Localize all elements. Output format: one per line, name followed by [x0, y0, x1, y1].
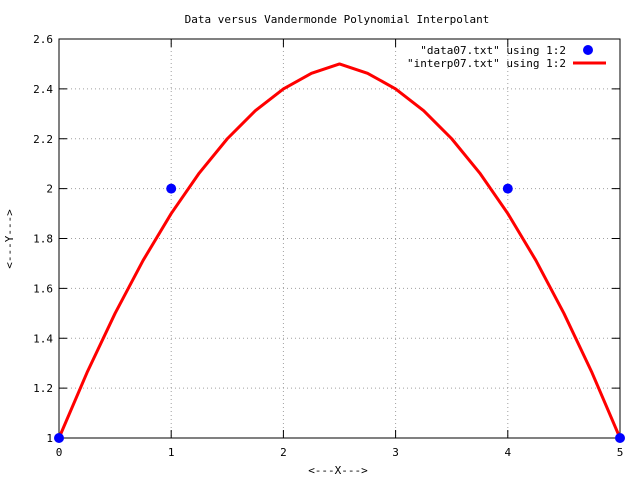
x-tick-label: 0: [56, 446, 63, 459]
y-tick-label: 1.6: [33, 282, 53, 295]
y-tick-label: 2: [46, 183, 53, 196]
y-tick-label: 1.8: [33, 233, 53, 246]
legend: "data07.txt" using 1:2 "interp07.txt" us…: [407, 44, 606, 70]
x-tick-label: 5: [617, 446, 624, 459]
y-tick-label: 1.2: [33, 382, 53, 395]
x-axis-label: <---X--->: [308, 464, 368, 477]
y-axis-ticks: 1 1.2 1.4 1.6 1.8 2 2.2 2.4 2.6: [33, 33, 620, 445]
data-point: [54, 433, 64, 443]
y-tick-label: 1: [46, 432, 53, 445]
legend-label-interp: "interp07.txt" using 1:2: [407, 57, 566, 70]
data-series: [54, 183, 625, 443]
interp-curve: [57, 62, 622, 439]
x-tick-label: 1: [168, 446, 175, 459]
plot-frame: [58, 38, 621, 439]
y-axis-label: <---Y--->: [3, 209, 16, 269]
y-tick-label: 1.4: [33, 332, 53, 345]
y-tick-label: 2.6: [33, 33, 53, 46]
interp-series: [57, 62, 622, 439]
y-tick-label: 2.2: [33, 133, 53, 146]
legend-marker-data: [583, 45, 593, 55]
data-point: [615, 433, 625, 443]
x-tick-label: 2: [280, 446, 287, 459]
x-axis-ticks: 0 1 2 3 4 5: [56, 39, 624, 459]
legend-label-data: "data07.txt" using 1:2: [420, 44, 566, 57]
chart-title: Data versus Vandermonde Polynomial Inter…: [185, 13, 490, 26]
y-tick-label: 2.4: [33, 83, 53, 96]
data-point: [502, 183, 513, 194]
grid-lines: [59, 39, 620, 438]
x-tick-label: 3: [392, 446, 399, 459]
data-point: [166, 183, 177, 194]
x-tick-label: 4: [504, 446, 511, 459]
